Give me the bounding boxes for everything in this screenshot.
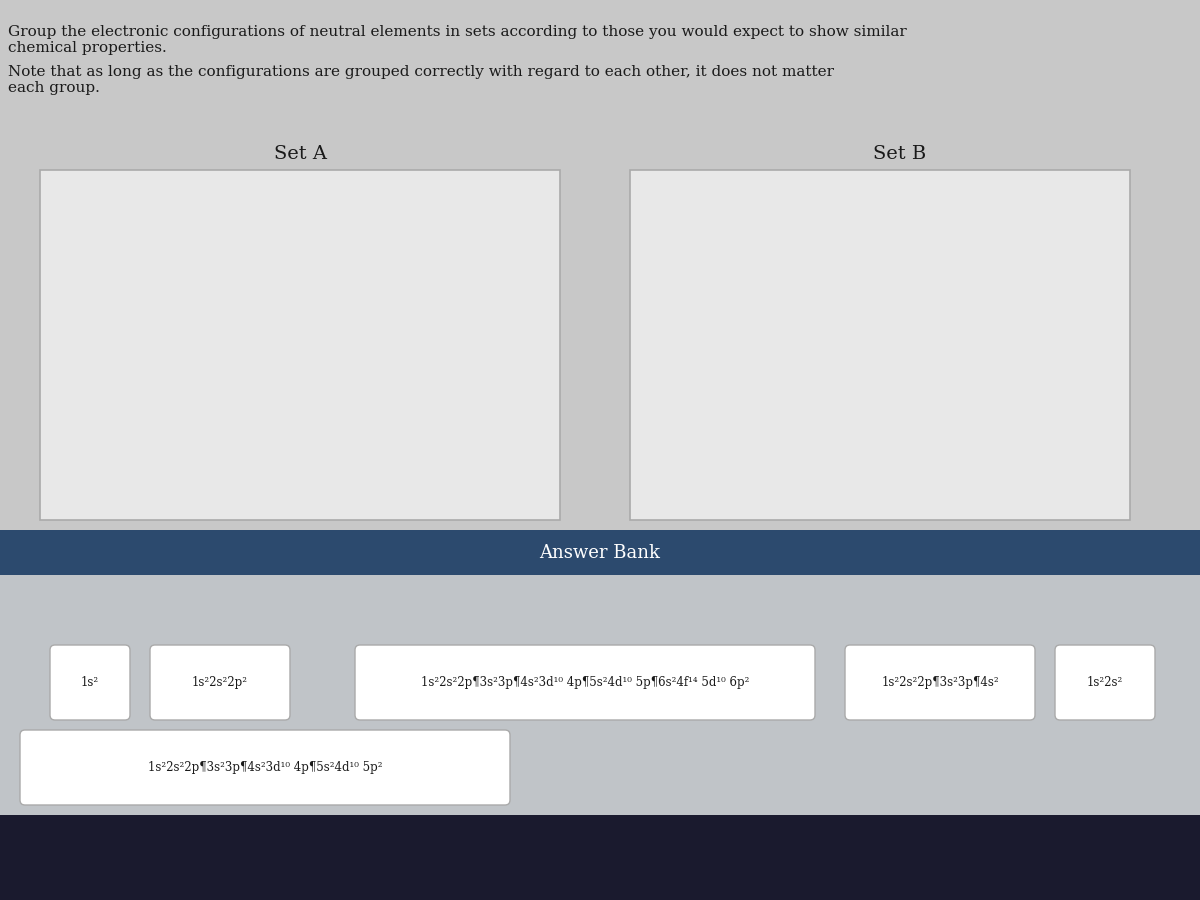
- FancyBboxPatch shape: [0, 815, 1200, 900]
- Text: 1s²2s²2p²: 1s²2s²2p²: [192, 676, 248, 689]
- FancyBboxPatch shape: [0, 575, 1200, 900]
- FancyBboxPatch shape: [0, 530, 1200, 575]
- FancyBboxPatch shape: [150, 645, 290, 720]
- Text: Group the electronic configurations of neutral elements in sets according to tho: Group the electronic configurations of n…: [8, 25, 907, 55]
- Text: Set B: Set B: [874, 145, 926, 163]
- FancyBboxPatch shape: [1055, 645, 1154, 720]
- Text: 1s²2s²2p¶3s²3p¶4s²3d¹⁰ 4p¶5s²4d¹⁰ 5p¶6s²4f¹⁴ 5d¹⁰ 6p²: 1s²2s²2p¶3s²3p¶4s²3d¹⁰ 4p¶5s²4d¹⁰ 5p¶6s²…: [421, 676, 749, 689]
- FancyBboxPatch shape: [50, 645, 130, 720]
- Text: 1s²2s²2p¶3s²3p¶4s²: 1s²2s²2p¶3s²3p¶4s²: [881, 676, 998, 689]
- Text: 1s²2s²2p¶3s²3p¶4s²3d¹⁰ 4p¶5s²4d¹⁰ 5p²: 1s²2s²2p¶3s²3p¶4s²3d¹⁰ 4p¶5s²4d¹⁰ 5p²: [148, 761, 383, 774]
- Text: 1s²: 1s²: [80, 676, 100, 689]
- Text: Set A: Set A: [274, 145, 326, 163]
- FancyBboxPatch shape: [20, 730, 510, 805]
- FancyBboxPatch shape: [630, 170, 1130, 520]
- Text: 1s²2s²: 1s²2s²: [1087, 676, 1123, 689]
- FancyBboxPatch shape: [40, 170, 560, 520]
- FancyBboxPatch shape: [845, 645, 1034, 720]
- Text: Answer Bank: Answer Bank: [540, 544, 660, 562]
- FancyBboxPatch shape: [355, 645, 815, 720]
- Text: Note that as long as the configurations are grouped correctly with regard to eac: Note that as long as the configurations …: [8, 65, 834, 95]
